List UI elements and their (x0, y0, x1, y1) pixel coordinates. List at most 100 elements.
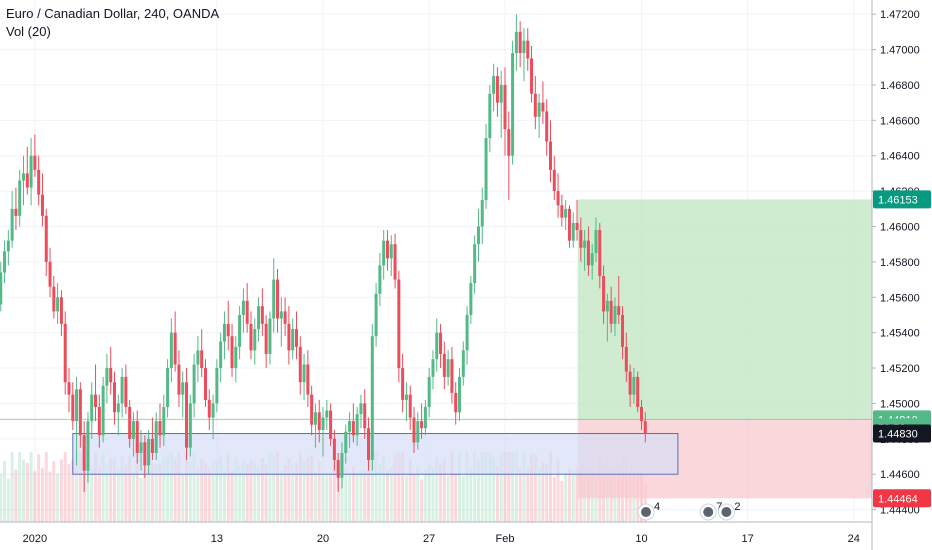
volume-bar (112, 457, 116, 522)
candle-body (408, 394, 412, 418)
candle-body (294, 329, 298, 347)
candle-body (18, 180, 22, 216)
y-tick-label: 1.44600 (880, 469, 920, 481)
y-tick-label: 1.46400 (880, 151, 920, 163)
candle-body (59, 297, 63, 324)
candle-body (329, 410, 333, 439)
volume-bar (370, 452, 374, 522)
candle-body (609, 300, 613, 324)
y-tick-label: 1.45400 (880, 328, 920, 340)
candle-body (571, 222, 575, 241)
volume-bar (37, 454, 41, 522)
candle-body (325, 410, 329, 418)
price-axis[interactable] (872, 0, 932, 550)
candle-body (200, 350, 204, 369)
candle-body (173, 332, 177, 365)
candle-body (526, 40, 530, 59)
candle-body (264, 323, 268, 354)
candle-body (310, 394, 314, 425)
candle-body (401, 368, 405, 400)
volume-bar (329, 473, 333, 522)
symbol-title[interactable]: Euro / Canadian Dollar, 240, OANDA (6, 6, 220, 21)
volume-indicator-label[interactable]: Vol (20) (6, 24, 51, 39)
support-zone[interactable] (72, 433, 679, 475)
volume-bar (344, 469, 348, 522)
event-marker[interactable]: 2 (717, 501, 741, 521)
volume-bar (450, 452, 454, 522)
candle-body (492, 76, 496, 94)
volume-bar (306, 457, 310, 522)
volume-bar (40, 468, 44, 522)
volume-bar (162, 457, 166, 522)
volume-bar (401, 452, 405, 522)
candle-body (488, 93, 492, 139)
price-badge[interactable]: 1.46153 (873, 190, 931, 209)
volume-bar (188, 461, 192, 522)
candle-body (636, 376, 640, 407)
trade-zones[interactable] (72, 199, 872, 499)
volume-bar (59, 459, 63, 522)
event-marker[interactable]: 7 (699, 501, 722, 521)
candle-body (238, 314, 242, 347)
volume-bar (257, 466, 261, 522)
candle-body (128, 406, 132, 439)
candle-body (279, 311, 283, 319)
x-tick-label: 20 (317, 533, 329, 545)
volume-bar (211, 462, 215, 522)
candle-body (291, 329, 295, 351)
volume-bar (18, 452, 22, 522)
candle-body (44, 215, 48, 262)
candle-body (6, 240, 10, 252)
candle-body (621, 314, 625, 347)
candle-body (245, 300, 249, 324)
volume-bar (340, 460, 344, 522)
price-badge[interactable]: 1.44830 (873, 424, 931, 443)
volume-bar (264, 463, 268, 522)
event-icon-inner (721, 507, 732, 517)
candle-body (120, 376, 124, 404)
candle-body (556, 191, 560, 206)
candle-body (382, 240, 386, 266)
volume-bar (367, 452, 371, 522)
volume-bar (404, 475, 408, 522)
price-badge[interactable]: 1.44464 (873, 489, 931, 508)
candle-body (185, 382, 189, 448)
volume-bar (44, 452, 48, 522)
event-marker[interactable]: 4 (637, 501, 660, 521)
volume-bar (120, 456, 124, 522)
candle-body (0, 272, 3, 305)
x-tick-label: 2020 (23, 533, 47, 545)
candle-body (313, 412, 317, 425)
candle-body (97, 406, 101, 436)
volume-bar (321, 473, 325, 522)
candle-body (90, 394, 94, 422)
candle-body (564, 208, 568, 218)
price-badge-label: 1.46153 (878, 194, 918, 206)
volume-bar (484, 452, 488, 522)
candle-body (135, 421, 139, 453)
candle-body (446, 359, 450, 377)
candle-body (25, 173, 29, 188)
profit-zone[interactable] (577, 199, 872, 420)
volume-bar (196, 468, 200, 522)
volume-bar (147, 471, 151, 522)
candle-body (423, 406, 427, 429)
candle-body (583, 240, 587, 248)
volume-bar (431, 467, 435, 522)
candle-body (10, 208, 14, 241)
volume-bar (0, 473, 3, 522)
volume-bar (238, 465, 242, 522)
candle-body (321, 417, 325, 430)
volume-bar (135, 452, 139, 522)
candle-body (196, 350, 200, 365)
candle-body (67, 382, 71, 395)
volume-bar (86, 452, 90, 522)
volume-bar (454, 474, 458, 522)
candle-body (302, 364, 306, 383)
volume-bar (298, 452, 302, 522)
candle-body (48, 261, 52, 287)
candle-body (545, 111, 549, 142)
